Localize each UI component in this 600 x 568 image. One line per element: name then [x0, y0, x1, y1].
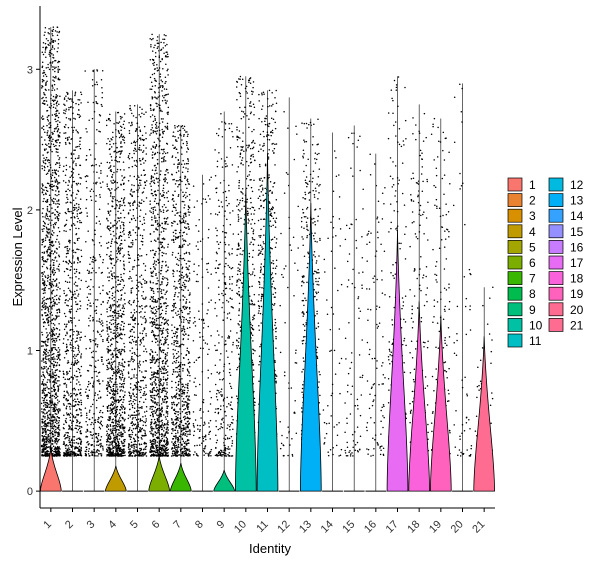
x-tick-label-19: 19 [427, 518, 444, 535]
violin-1 [40, 448, 62, 492]
legend-item-8: 8 [507, 286, 536, 301]
legend-item-2: 2 [507, 193, 536, 208]
points-cluster-4 [105, 111, 126, 457]
violin-11 [256, 153, 279, 492]
x-tick-label-11: 11 [254, 518, 271, 535]
points-cluster-2 [62, 91, 83, 457]
violin-21 [473, 336, 495, 492]
y-tick-label-2: 2 [27, 205, 33, 217]
points-cluster-7 [170, 124, 191, 457]
x-tick-label-10: 10 [232, 518, 249, 535]
x-tick-label-12: 12 [275, 518, 292, 535]
x-tick-label-13: 13 [297, 518, 314, 535]
legend-item-7: 7 [507, 271, 536, 286]
legend-item-13: 13 [548, 193, 584, 208]
legend-item-1: 1 [507, 177, 536, 192]
x-tick-label-9: 9 [215, 518, 228, 531]
x-tick-label-1: 1 [41, 518, 54, 531]
legend-item-18: 18 [548, 271, 584, 286]
legend-item-6: 6 [507, 255, 536, 270]
violin-13 [300, 202, 322, 492]
x-tick-label-20: 20 [449, 518, 466, 535]
violin-18 [408, 301, 430, 492]
x-ticks: 1 2 3 4 5 6 7 8 9 10 11 12 13 14 15 16 17 18 19 20 21 [41, 508, 487, 536]
legend-item-9: 9 [507, 302, 536, 317]
x-tick-label-16: 16 [362, 518, 379, 535]
violin-6 [148, 455, 170, 492]
points-cluster-15 [344, 132, 364, 457]
legend-item-20: 20 [548, 302, 584, 317]
x-tick-label-18: 18 [405, 518, 422, 535]
x-tick-label-21: 21 [470, 518, 487, 535]
violins [40, 27, 495, 492]
violin-10 [235, 188, 257, 492]
y-ticks: 0 1 2 3 [27, 64, 40, 498]
violin-19 [430, 315, 452, 492]
x-tick-label-5: 5 [128, 518, 141, 531]
legend-item-14: 14 [548, 208, 584, 223]
violin-4 [105, 465, 127, 492]
legend-item-16: 16 [548, 240, 584, 254]
legend-item-10: 10 [507, 318, 543, 332]
legend-item-15: 15 [548, 224, 584, 239]
y-tick-label-3: 3 [27, 64, 33, 76]
legend-item-19: 19 [548, 286, 584, 301]
points-cluster-5 [127, 104, 148, 457]
legend-item-17: 17 [548, 255, 584, 270]
points-cluster-6 [149, 33, 170, 457]
x-axis-title: Identity [249, 541, 291, 556]
violin-7 [170, 462, 192, 492]
violin-9 [213, 469, 235, 492]
y-tick-label-1: 1 [27, 346, 33, 358]
points-cluster-16 [365, 153, 386, 457]
legend-item-12: 12 [548, 177, 584, 192]
legend-item-5: 5 [507, 240, 536, 254]
x-tick-label-3: 3 [85, 518, 98, 531]
violin-17 [386, 230, 409, 492]
x-tick-label-6: 6 [150, 518, 163, 531]
legend-item-3: 3 [507, 208, 536, 223]
points-cluster-1 [40, 26, 61, 457]
x-tick-label-7: 7 [171, 518, 184, 531]
legend-item-4: 4 [507, 224, 536, 239]
points-cluster-12 [279, 111, 299, 457]
x-tick-label-17: 17 [384, 518, 401, 535]
x-tick-label-4: 4 [106, 518, 119, 531]
x-tick-label-8: 8 [193, 518, 206, 531]
y-tick-label-0: 0 [27, 486, 33, 498]
x-tick-label-14: 14 [319, 518, 336, 535]
x-tick-label-2: 2 [63, 518, 76, 531]
legend-item-21: 21 [548, 318, 584, 332]
x-tick-label-15: 15 [340, 518, 357, 535]
points-cluster-8 [192, 176, 213, 457]
y-axis-title: Expression Level [10, 207, 25, 306]
legend-item-11: 11 [507, 333, 542, 348]
